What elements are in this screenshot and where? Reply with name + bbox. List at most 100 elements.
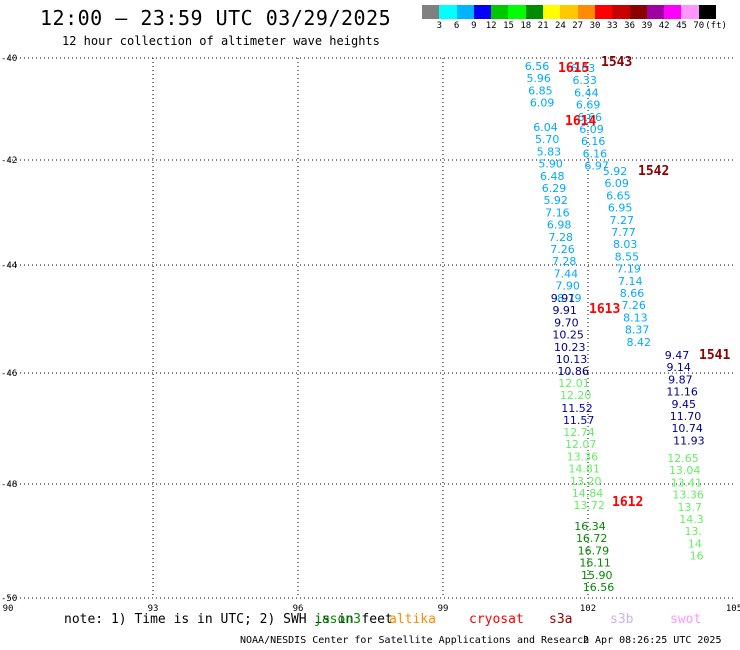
wave-height-value: 7.28: [549, 231, 574, 244]
wave-height-value: 16.56: [583, 581, 615, 594]
satellite-name: jason3: [314, 612, 361, 627]
wave-height-value: 8.03: [613, 238, 638, 251]
wave-height-value: 16.34: [574, 520, 606, 533]
wave-height-value: 6.16: [583, 147, 608, 160]
wave-height-value: 6.09: [579, 123, 604, 136]
wave-height-value: 7.27: [610, 214, 635, 227]
pass-time-label: 1614: [565, 114, 596, 129]
legend-label: 3: [436, 21, 443, 31]
y-tick-label: -44: [1, 261, 17, 271]
wave-height-value: 7.16: [545, 206, 570, 219]
map-title: 12:00 – 23:59 UTC 03/29/2025: [40, 6, 392, 30]
wave-height-value: 6.95: [608, 202, 633, 215]
legend-swatch: [456, 5, 474, 19]
wave-height-value: 13.36: [672, 489, 704, 502]
wave-height-value: 13.36: [567, 450, 599, 463]
pass-time-label: 1613: [589, 302, 620, 317]
wave-height-value: 11.52: [561, 402, 593, 415]
wave-height-value: 9.70: [554, 316, 579, 329]
wave-height-value: 10.25: [552, 329, 584, 342]
legend-label: 18: [520, 21, 532, 31]
legend-label: 39: [641, 21, 653, 31]
wave-height-value: 14.81: [568, 463, 600, 476]
wave-height-value: 6.04: [533, 121, 558, 134]
wave-height-value: 6.09: [604, 177, 629, 190]
wave-height-value: 6.66: [578, 111, 603, 124]
x-tick-label: 99: [438, 604, 449, 614]
wave-height-value: 8.66: [620, 287, 645, 300]
wave-height-value: 12.20: [560, 389, 592, 402]
legend-label: 30: [589, 21, 601, 31]
wave-height-value: 7.26: [550, 243, 575, 256]
x-tick-label: 93: [148, 604, 159, 614]
wave-height-value: 7.44: [554, 267, 579, 280]
wave-height-value: 12.07: [565, 438, 597, 451]
legend-swatch: [508, 5, 526, 19]
wave-height-value: 9.14: [666, 361, 691, 374]
legend-label: 27: [572, 21, 584, 31]
legend-swatch: [681, 5, 699, 19]
wave-height-value: 5.83: [537, 145, 562, 158]
wave-height-value: 12.01: [558, 377, 590, 390]
credit-text: NOAA/NESDIS Center for Satellite Applica…: [240, 635, 590, 646]
legend-swatch: [629, 5, 647, 19]
legend-swatch: [422, 5, 440, 19]
wave-height-value: 13.20: [570, 475, 602, 488]
legend-label: 42: [658, 21, 670, 31]
y-tick-label: -40: [1, 54, 17, 64]
legend-swatch: [439, 5, 457, 19]
wave-height-value: 7.77: [611, 226, 636, 239]
legend-swatch: [473, 5, 492, 19]
wave-height-value: 14: [688, 537, 702, 550]
color-scale-legend: [422, 5, 717, 19]
wave-height-value: 14.3: [679, 513, 704, 526]
legend-label: (ft): [705, 21, 727, 31]
wave-height-value: 13.: [684, 525, 702, 538]
pass-time-label: 1541: [699, 348, 730, 363]
y-tick-label: -46: [1, 369, 17, 379]
wave-height-value: 10.23: [554, 341, 586, 354]
pass-time-label: 1543: [601, 55, 632, 70]
x-tick-label: 105: [726, 604, 740, 614]
legend-swatch: [594, 5, 613, 19]
wave-height-value: 8.37: [625, 324, 650, 337]
wave-height-value: 11.57: [563, 414, 595, 427]
wave-height-value: 16.11: [579, 557, 611, 570]
wave-height-value: 7.90: [555, 280, 580, 293]
wave-height-value: 10.86: [557, 365, 589, 378]
legend-label: 45: [676, 21, 687, 31]
y-tick-label: -48: [1, 480, 17, 490]
legend-label: 15: [503, 21, 514, 31]
wave-height-value: 12.74: [563, 426, 595, 439]
wave-height-value: 7.28: [552, 255, 577, 268]
satellite-name: altika: [389, 612, 436, 627]
wave-height-value: 5.90: [538, 158, 563, 171]
wave-height-value: 8.55: [615, 250, 640, 263]
legend-swatch: [612, 5, 630, 19]
wave-height-value: 12.65: [667, 452, 699, 465]
legend-swatch: [646, 5, 665, 19]
wave-height-value: 5.96: [526, 72, 551, 85]
legend-swatch: [698, 5, 717, 19]
wave-height-value: 10.74: [671, 422, 703, 435]
legend-swatch: [577, 5, 595, 19]
wave-height-value: 11.93: [673, 434, 705, 447]
x-tick-label: 90: [3, 604, 14, 614]
generated-timestamp: 2 Apr 08:26:25 UTC 2025: [583, 635, 722, 646]
legend-label: 24: [554, 21, 566, 31]
legend-swatch: [525, 5, 544, 19]
satellite-name: cryosat: [469, 612, 524, 627]
satellite-name: swot: [670, 612, 702, 627]
footer-note: note: 1) Time is in UTC; 2) SWH is in fe…: [64, 612, 393, 627]
wave-height-value: 6.69: [576, 99, 601, 112]
wave-height-value: 9.91: [552, 304, 577, 317]
wave-height-value: 9.87: [668, 373, 693, 386]
legend-label: 6: [453, 21, 460, 31]
wave-height-value: 6.98: [547, 219, 572, 232]
wave-height-value: 9.91: [551, 292, 576, 305]
legend-swatch: [543, 5, 561, 19]
y-tick-label: -42: [1, 156, 17, 166]
wave-height-value: 14.84: [572, 487, 604, 500]
wave-height-value: 6.97: [584, 160, 609, 173]
